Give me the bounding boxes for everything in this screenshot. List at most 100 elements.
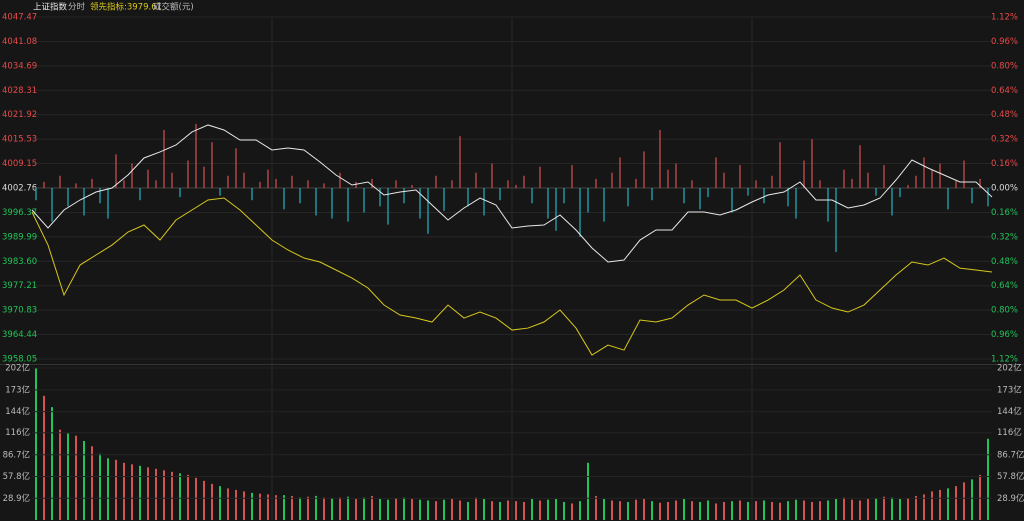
volume-bar — [499, 501, 501, 520]
volume-bar — [811, 501, 813, 520]
diff-bar — [91, 178, 93, 188]
volume-bar — [419, 499, 421, 520]
volume-tick-label-right: 116亿 — [997, 427, 1022, 438]
diff-bar — [507, 180, 509, 188]
diff-bar — [643, 151, 645, 188]
diff-bar — [67, 188, 69, 207]
diff-bar — [843, 169, 845, 188]
volume-tick-label-right: 202亿 — [997, 363, 1022, 374]
volume-bar — [331, 498, 333, 520]
diff-bar — [547, 188, 549, 219]
diff-bar — [763, 188, 765, 204]
volume-bar — [315, 495, 317, 520]
y-tick-label: 4021.92 — [2, 110, 37, 120]
volume-bar — [459, 500, 461, 520]
y2-tick-label: 0.80% — [991, 61, 1018, 71]
volume-bar — [707, 500, 709, 520]
volume-bar — [859, 500, 861, 520]
diff-bar — [947, 188, 949, 210]
volume-tick-label: 202亿 — [5, 363, 30, 374]
y2-tick-label: 0.64% — [991, 281, 1018, 291]
volume-bar — [467, 501, 469, 520]
diff-bar — [939, 163, 941, 188]
y-tick-label: 3958.05 — [2, 355, 37, 365]
diff-bar — [835, 188, 837, 253]
volume-bar — [851, 499, 853, 520]
y2-tick-label: 0.64% — [991, 86, 1018, 96]
volume-bar — [835, 498, 837, 520]
volume-bar — [619, 501, 621, 520]
volume-bar — [755, 501, 757, 520]
volume-bar — [395, 498, 397, 520]
volume-bar — [195, 477, 197, 520]
diff-bar — [683, 188, 685, 204]
diff-bar — [211, 142, 213, 188]
volume-bar — [299, 497, 301, 520]
volume-bar — [867, 498, 869, 520]
diff-bar — [163, 129, 165, 188]
volume-bar — [643, 498, 645, 520]
volume-bar — [531, 498, 533, 520]
volume-bar — [931, 491, 933, 520]
volume-bar — [491, 501, 493, 520]
diff-bar — [43, 181, 45, 188]
volume-bar — [827, 500, 829, 520]
diff-bar — [811, 139, 813, 188]
volume-bar — [891, 497, 893, 520]
y-tick-label: 4041.08 — [2, 37, 37, 47]
diff-bar — [883, 165, 885, 188]
y2-tick-label: 0.32% — [991, 135, 1018, 145]
volume-bar — [627, 501, 629, 520]
volume-bar — [611, 500, 613, 520]
volume-bar — [939, 489, 941, 520]
diff-bar — [307, 180, 309, 188]
volume-bar — [515, 501, 517, 520]
diff-bar — [587, 188, 589, 213]
volume-tick-label: 28.9亿 — [3, 493, 30, 504]
diff-bar — [403, 188, 405, 204]
diff-bar — [379, 188, 381, 207]
diff-bar — [171, 172, 173, 188]
diff-bar — [99, 188, 101, 204]
diff-bar — [579, 188, 581, 237]
y2-tick-label: 0.48% — [991, 257, 1018, 267]
y2-tick-label: 0.16% — [991, 159, 1018, 169]
diff-bar — [411, 184, 413, 188]
volume-bar — [675, 500, 677, 520]
diff-bar — [771, 175, 773, 188]
diff-bar — [819, 180, 821, 188]
volume-bar — [803, 500, 805, 520]
diff-bar — [299, 188, 301, 204]
volume-bar — [163, 470, 165, 520]
diff-bar — [755, 180, 757, 188]
diff-bar — [859, 145, 861, 188]
diff-bar — [339, 172, 341, 188]
volume-bar — [131, 464, 133, 520]
volume-bar — [203, 480, 205, 520]
diff-bar — [691, 180, 693, 188]
volume-bar — [979, 474, 981, 520]
y2-tick-label: 0.00% — [991, 184, 1018, 194]
volume-tick-label: 173亿 — [5, 384, 30, 395]
volume-bar — [883, 496, 885, 520]
y-tick-label: 4028.31 — [2, 86, 37, 96]
diff-bar — [827, 188, 829, 222]
price-line — [31, 197, 993, 356]
diff-bar — [419, 188, 421, 219]
diff-bar — [539, 166, 541, 188]
volume-bar — [659, 502, 661, 520]
diff-bar — [355, 181, 357, 188]
y2-tick-label: 1.12% — [991, 355, 1018, 365]
diff-bar — [243, 172, 245, 188]
volume-bar — [787, 501, 789, 520]
volume-bar — [355, 498, 357, 520]
volume-bar — [651, 501, 653, 520]
volume-bar — [51, 407, 53, 520]
diff-bar — [491, 163, 493, 188]
y-tick-label: 3977.21 — [2, 281, 37, 291]
diff-bar — [731, 188, 733, 213]
volume-bar — [683, 498, 685, 520]
volume-bar — [779, 502, 781, 520]
lead-indicator: 领先指标:3979.61 — [90, 2, 162, 13]
diff-bar — [363, 188, 365, 213]
